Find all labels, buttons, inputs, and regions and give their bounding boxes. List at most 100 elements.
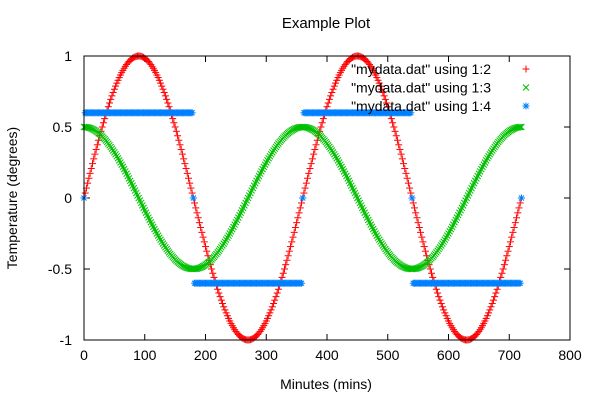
y-tick-label: -1 [60, 332, 73, 348]
data-point [181, 160, 189, 168]
data-point [516, 123, 524, 131]
data-point [266, 309, 274, 317]
data-point [265, 154, 273, 162]
data-point [147, 61, 155, 69]
data-point [294, 214, 302, 222]
data-point [413, 214, 421, 222]
data-point [176, 141, 184, 149]
data-point [381, 95, 389, 103]
data-point [408, 194, 416, 202]
data-point [393, 136, 401, 144]
data-point [220, 303, 228, 311]
data-point [437, 300, 445, 308]
data-point [99, 119, 107, 127]
data-point [297, 199, 305, 207]
data-point [325, 95, 333, 103]
data-point [209, 269, 217, 277]
data-point [508, 233, 516, 241]
data-point [328, 88, 336, 96]
data-point [419, 238, 427, 246]
data-point [170, 119, 178, 127]
data-point [159, 85, 167, 93]
data-point [516, 279, 524, 287]
data-point [81, 189, 89, 197]
data-point [435, 293, 443, 301]
data-point [203, 247, 211, 255]
data-point [439, 240, 446, 247]
data-point [188, 109, 196, 117]
data-point [271, 296, 279, 304]
data-point [401, 164, 409, 172]
data-point [198, 228, 206, 236]
data-point [183, 169, 191, 177]
data-point [301, 184, 309, 192]
data-point [84, 179, 92, 187]
data-point [505, 243, 513, 251]
data-point [414, 219, 422, 227]
x-tick-label: 800 [558, 347, 582, 363]
data-point [267, 150, 275, 158]
data-point [215, 289, 223, 297]
data-point [93, 141, 101, 149]
data-point [485, 309, 493, 317]
data-point [90, 155, 98, 163]
y-tick-label: 0 [64, 190, 72, 206]
x-tick-label: 100 [133, 347, 157, 363]
data-point [330, 150, 338, 158]
data-point [296, 204, 304, 212]
data-point [222, 236, 230, 244]
data-point [515, 123, 523, 131]
data-point [402, 169, 410, 177]
data-point [195, 219, 203, 227]
data-point [327, 92, 335, 100]
data-point [186, 179, 194, 187]
data-point [220, 240, 228, 247]
data-point [285, 247, 293, 255]
data-point [506, 238, 514, 246]
data-point [84, 124, 91, 131]
data-point [177, 145, 185, 153]
data-point [504, 247, 512, 255]
data-point [280, 265, 288, 273]
x-tick-label: 500 [376, 347, 400, 363]
data-point [106, 99, 114, 107]
data-point [193, 265, 201, 272]
data-point [256, 327, 264, 335]
data-point [158, 238, 166, 246]
data-point [440, 238, 447, 246]
data-point [171, 123, 179, 131]
data-point [302, 179, 310, 187]
legend-marker [522, 102, 530, 110]
data-point [427, 269, 435, 277]
data-point [113, 79, 121, 87]
data-point [502, 256, 510, 264]
data-point [303, 124, 310, 131]
data-point [188, 189, 196, 197]
data-point [180, 155, 188, 163]
data-point [488, 300, 496, 308]
data-point [110, 85, 118, 93]
data-point [208, 265, 216, 273]
data-point [441, 309, 449, 317]
data-point [273, 289, 281, 297]
y-tick-label: 1 [64, 48, 72, 64]
data-point [175, 136, 183, 144]
legend-label: "mydata.dat" using 1:3 [351, 80, 491, 96]
data-point [380, 92, 388, 100]
data-point [400, 160, 408, 168]
data-point [312, 141, 320, 149]
data-point [323, 103, 331, 111]
data-point [265, 312, 273, 320]
data-point [332, 152, 339, 160]
data-point [418, 233, 426, 241]
data-point [216, 293, 224, 301]
data-point [384, 103, 392, 111]
data-point [266, 152, 274, 160]
data-point [219, 300, 227, 308]
data-point [486, 150, 494, 158]
data-point [299, 194, 307, 202]
data-point [389, 119, 397, 127]
x-tick-label: 400 [315, 347, 339, 363]
data-point [307, 160, 315, 168]
